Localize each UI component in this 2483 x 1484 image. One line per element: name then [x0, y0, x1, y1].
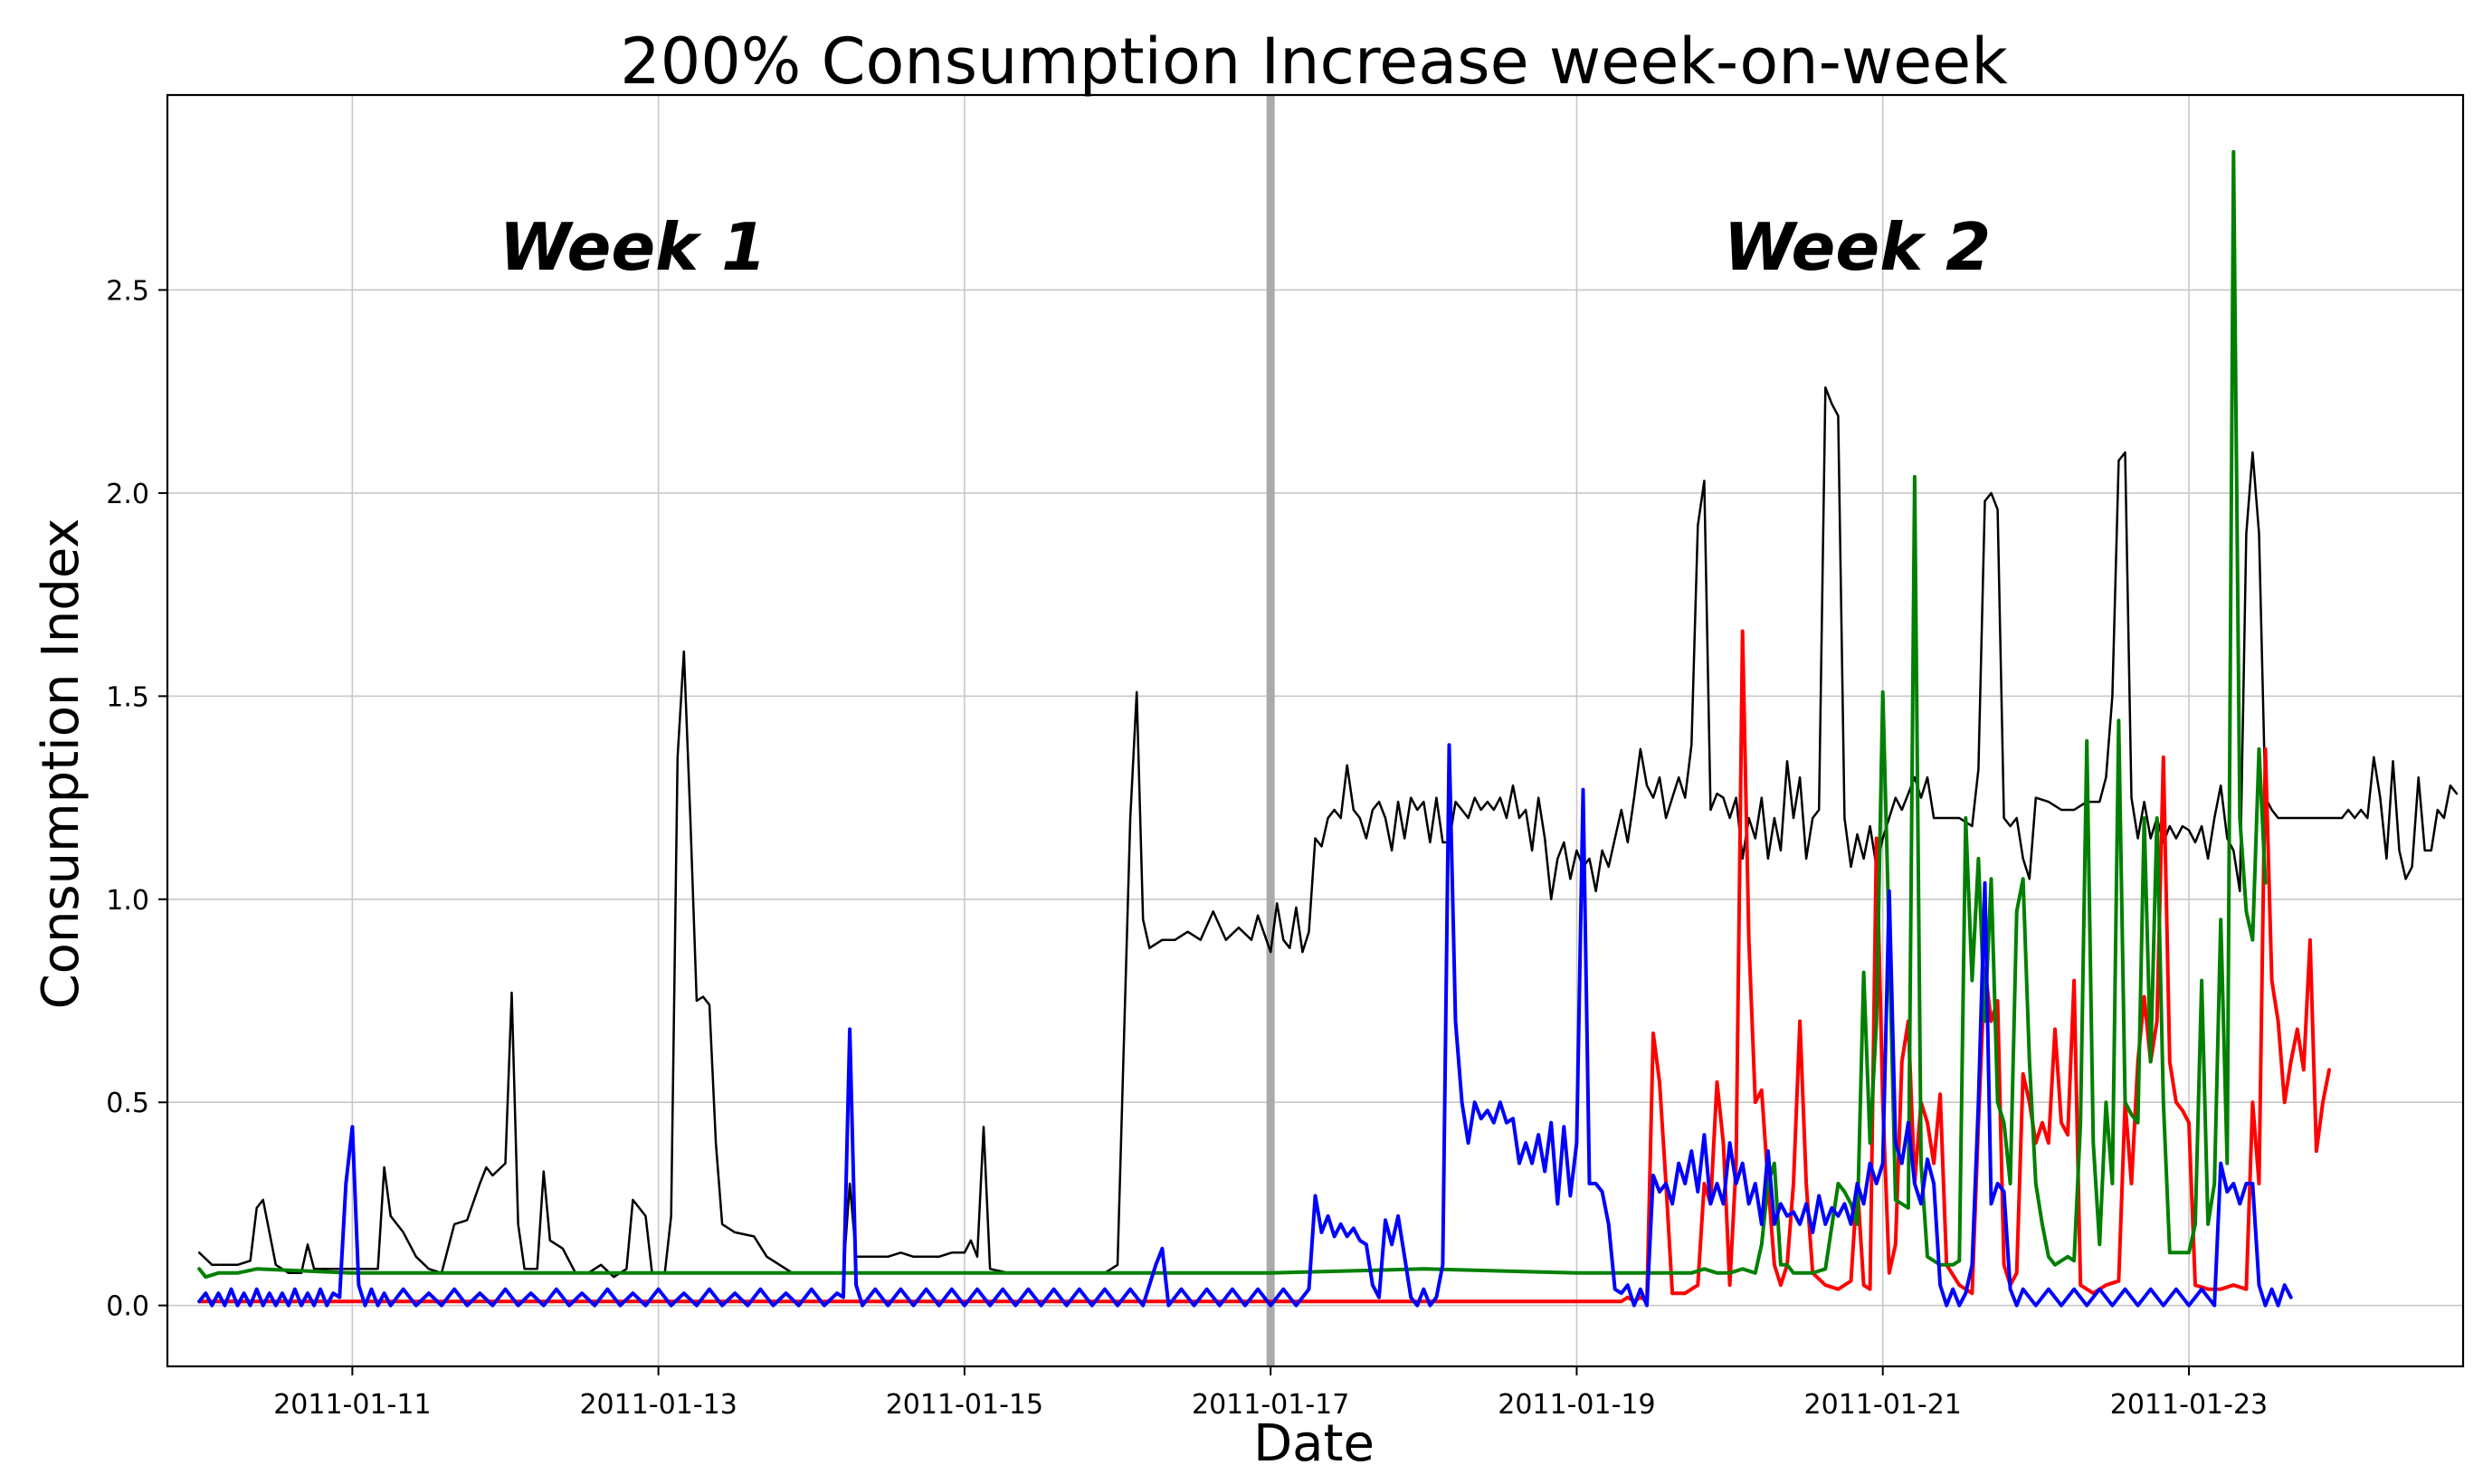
- week-annotation: Week 1: [499, 209, 767, 285]
- series-lines: [197, 149, 2459, 1308]
- series-line-4: [197, 743, 2293, 1308]
- x-tick-label: 2011-01-17: [1192, 1389, 1349, 1421]
- y-tick-label: 1.0: [106, 885, 149, 917]
- y-tick-label: 2.0: [106, 479, 149, 510]
- y-tick-label: 1.5: [106, 681, 149, 713]
- x-tick-label: 2011-01-19: [1498, 1389, 1655, 1421]
- axes: 2011-01-11 2011-01-13 2011-01-15 2011-01-17…: [106, 93, 2465, 1421]
- series-line-3: [197, 149, 2268, 1279]
- y-tick-label: 0.5: [106, 1088, 149, 1119]
- x-tick-label: 2011-01-11: [273, 1389, 431, 1421]
- x-tick-label: 2011-01-13: [579, 1389, 737, 1421]
- series-line-1: [197, 385, 2459, 1279]
- x-tick-label: 2011-01-23: [2110, 1389, 2268, 1421]
- x-tick-label: 2011-01-15: [886, 1389, 1043, 1421]
- week-annotation: Week 2: [1724, 209, 1992, 285]
- y-tick-label: 0.0: [106, 1291, 149, 1323]
- y-axis-label: Consumption Index: [32, 518, 90, 1010]
- x-tick-label: 2011-01-21: [1804, 1389, 1962, 1421]
- week-annotations: Week 1 Week 2: [499, 209, 1992, 285]
- x-axis-label: Date: [1253, 1414, 1375, 1473]
- chart-title: 200% Consumption Increase week-on-week: [620, 24, 2008, 99]
- plot-frame: [166, 93, 2465, 1368]
- y-tick-label: 2.5: [106, 275, 149, 307]
